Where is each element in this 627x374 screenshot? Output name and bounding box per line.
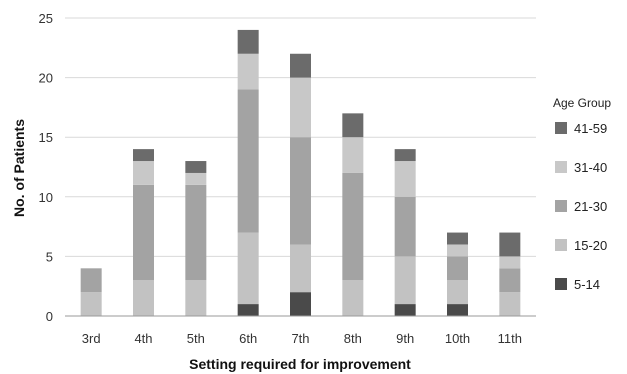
y-tick-label: 10 (39, 190, 53, 205)
bar-10th-31-40 (447, 244, 468, 257)
legend-label-41-59: 41-59 (574, 121, 607, 136)
bar-11th-21-30 (499, 268, 521, 293)
x-tick-label: 4th (134, 331, 152, 346)
bar-8th-31-40 (342, 137, 364, 173)
legend-swatch-5-14 (555, 278, 567, 290)
x-tick-labels: 3rd 4th 5th 6th 7th 8th 9th 10th 11th (82, 331, 522, 346)
legend-label-21-30: 21-30 (574, 199, 607, 214)
bar-7th-31-40 (290, 77, 311, 138)
bar-11th-15-20 (499, 292, 521, 316)
bar-5th-31-40 (185, 172, 207, 185)
bar-5th-41-59 (185, 161, 207, 173)
bar-10th-15-20 (447, 280, 468, 305)
bar-10th-41-59 (447, 232, 468, 245)
x-tick-label: 10th (445, 331, 470, 346)
bar-7th-41-59 (290, 53, 311, 78)
bars (80, 29, 521, 316)
y-axis-title: No. of Patients (11, 119, 27, 217)
x-tick-label: 6th (239, 331, 257, 346)
bar-6th-41-59 (237, 29, 259, 54)
bar-4th-15-20 (133, 280, 154, 316)
bar-7th-15-20 (290, 244, 311, 293)
bar-8th-41-59 (342, 113, 364, 138)
bar-6th-5-14 (237, 304, 259, 316)
legend-swatch-41-59 (555, 122, 567, 134)
legend: Age Group 41-59 31-40 21-30 15-20 5-14 (553, 96, 611, 292)
bar-11th-41-59 (499, 232, 521, 257)
y-tick-label: 25 (39, 11, 53, 26)
bar-11th-31-40 (499, 256, 521, 269)
y-tick-label: 5 (46, 249, 53, 264)
y-tick-label: 20 (39, 71, 53, 86)
legend-label-15-20: 15-20 (574, 238, 607, 253)
bar-5th-15-20 (185, 280, 207, 316)
bar-9th-5-14 (394, 304, 416, 316)
x-axis-title: Setting required for improvement (189, 356, 411, 372)
bar-6th-21-30 (237, 89, 259, 233)
bar-9th-15-20 (394, 256, 416, 305)
x-tick-label: 8th (344, 331, 362, 346)
x-tick-label: 9th (396, 331, 414, 346)
bar-6th-15-20 (237, 232, 259, 305)
x-tick-label: 7th (291, 331, 309, 346)
legend-title: Age Group (553, 96, 611, 110)
x-tick-label: 11th (498, 331, 522, 346)
legend-label-5-14: 5-14 (574, 277, 600, 292)
bar-8th-15-20 (342, 280, 364, 316)
legend-swatch-15-20 (555, 239, 567, 251)
bar-6th-31-40 (237, 53, 259, 90)
bar-10th-5-14 (447, 304, 468, 316)
x-tick-label: 5th (187, 331, 205, 346)
bar-7th-21-30 (290, 137, 311, 245)
y-tick-label: 0 (46, 309, 53, 324)
bar-5th-21-30 (185, 184, 207, 281)
bar-4th-21-30 (133, 184, 154, 281)
y-tick-label: 15 (39, 130, 53, 145)
bar-9th-21-30 (394, 196, 416, 257)
legend-swatch-31-40 (555, 161, 567, 173)
bar-9th-41-59 (394, 149, 416, 162)
bar-4th-41-59 (133, 149, 154, 162)
bar-3rd-21-30 (80, 268, 102, 293)
y-tick-labels: 0 5 10 15 20 25 (39, 11, 53, 324)
bar-8th-21-30 (342, 172, 364, 281)
legend-swatch-21-30 (555, 200, 567, 212)
bar-4th-31-40 (133, 161, 154, 185)
bar-10th-21-30 (447, 256, 468, 281)
legend-label-31-40: 31-40 (574, 160, 607, 175)
bar-3rd-15-20 (80, 292, 102, 316)
x-tick-label: 3rd (82, 331, 101, 346)
bar-7th-5-14 (290, 292, 311, 316)
bar-9th-31-40 (394, 161, 416, 197)
